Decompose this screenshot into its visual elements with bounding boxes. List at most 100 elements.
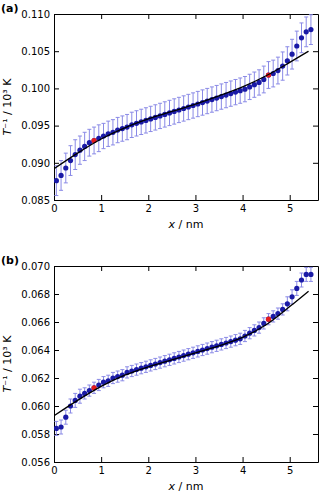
x-tick-mark-top <box>54 266 55 271</box>
error-bar-cap <box>290 69 294 70</box>
error-bar-cap <box>64 182 68 183</box>
y-tick-right <box>313 51 318 52</box>
error-bar-cap <box>87 396 91 397</box>
error-bar-cap <box>295 281 299 282</box>
x-tick-label: 3 <box>193 203 199 214</box>
y-tick: 0.062 <box>21 373 59 384</box>
data-point <box>304 29 309 34</box>
error-bar-cap <box>201 115 205 116</box>
y-tick: 0.090 <box>21 158 59 169</box>
error-bar-cap <box>186 119 190 120</box>
y-tick-right <box>313 14 318 15</box>
error-bar-cap <box>224 337 228 338</box>
error-bar-cap <box>285 75 289 76</box>
error-bar-cap <box>262 329 266 330</box>
error-bar-cap <box>69 175 73 176</box>
error-bar-cap <box>224 107 228 108</box>
error-bar-cap <box>234 79 238 80</box>
error-bar-cap <box>120 369 124 370</box>
error-bar <box>304 267 308 281</box>
error-bar-cap <box>285 46 289 47</box>
error-bar-cap <box>182 350 186 351</box>
error-bar-cap <box>191 347 195 348</box>
data-point <box>289 52 294 57</box>
x-tick: 4 <box>240 195 246 214</box>
x-tick-mark <box>243 457 244 462</box>
x-axis-line <box>55 200 319 201</box>
error-bar-cap <box>267 313 271 314</box>
error-bar <box>111 372 115 383</box>
error-bar <box>300 273 304 287</box>
error-bar-cap <box>271 60 275 61</box>
x-tick-mark <box>290 195 291 200</box>
error-bar-cap <box>309 281 313 282</box>
error-bar-cap <box>238 77 242 78</box>
figure: 0123450.0850.0900.0950.1000.1050.110(a)x… <box>0 0 329 500</box>
error-bar <box>130 365 134 376</box>
error-bar-cap <box>149 106 153 107</box>
x-tick-label: 0 <box>51 203 57 214</box>
error-bar-cap <box>78 403 82 404</box>
error-bar-cap <box>125 378 129 379</box>
error-bar-cap <box>201 89 205 90</box>
y-axis: 0.0560.0580.0600.0620.0640.0660.0680.070 <box>21 261 59 468</box>
x-tick-mark <box>101 195 102 200</box>
error-bar-cap <box>177 122 181 123</box>
y-tick-right <box>313 350 318 351</box>
y-tick-right <box>313 462 318 463</box>
error-bar-cap <box>238 333 242 334</box>
error-bar <box>102 123 106 148</box>
error-bar-cap <box>196 345 200 346</box>
error-bar-cap <box>267 88 271 89</box>
y-axis-title: T⁻¹ / 10³ K <box>1 78 14 136</box>
error-bar-cap <box>139 109 143 110</box>
x-tick-mark <box>195 457 196 462</box>
error-bar-cap <box>271 322 275 323</box>
error-bar <box>59 420 63 434</box>
error-bar-cap <box>69 399 73 400</box>
error-bar-cap <box>257 95 261 96</box>
x-tick-label: 0 <box>51 465 57 476</box>
error-bar-cap <box>196 357 200 358</box>
error-bar-cap <box>177 351 181 352</box>
error-bar-cap <box>130 137 134 138</box>
error-bar-cap <box>158 128 162 129</box>
error-bar-cap <box>290 289 294 290</box>
y-tick-label: 0.070 <box>21 261 50 272</box>
x-tick-mark-top <box>148 14 149 19</box>
error-bar-cap <box>139 134 143 135</box>
error-bar-cap <box>111 144 115 145</box>
x-tick: 3 <box>193 457 199 476</box>
error-bar-cap <box>59 420 63 421</box>
fit-line <box>54 291 309 416</box>
y-tick-mark-right <box>313 378 318 379</box>
y-tick: 0.100 <box>21 83 59 94</box>
error-bar-cap <box>87 156 91 157</box>
x-tick-top <box>195 266 196 271</box>
error-bar-cap <box>158 368 162 369</box>
error-bar-cap <box>130 365 134 366</box>
y-tick-right <box>313 200 318 201</box>
y-tick: 0.110 <box>21 9 59 20</box>
y-tick-label: 0.105 <box>21 46 50 57</box>
error-bar-cap <box>163 101 167 102</box>
error-bar-cap <box>219 350 223 351</box>
x-axis-title: x / nm <box>168 218 204 231</box>
y-tick: 0.064 <box>21 345 59 356</box>
error-bar-cap <box>102 148 106 149</box>
x-tick-top <box>195 14 196 19</box>
y-tick-mark-right <box>313 434 318 435</box>
x-tick-label: 1 <box>98 203 104 214</box>
frame-right <box>318 15 319 201</box>
error-bar-cap <box>219 338 223 339</box>
y-tick-right <box>313 406 318 407</box>
error-bar <box>69 146 73 176</box>
y-tick-mark-right <box>313 200 318 201</box>
error-bar-cap <box>135 136 139 137</box>
panel: 0123450.0850.0900.0950.1000.1050.110(a)x… <box>1 2 319 231</box>
error-bar <box>229 81 233 106</box>
error-bar <box>234 79 238 104</box>
error-bar-cap <box>281 80 285 81</box>
data-point <box>285 301 290 306</box>
error-bar-cap <box>300 273 304 274</box>
